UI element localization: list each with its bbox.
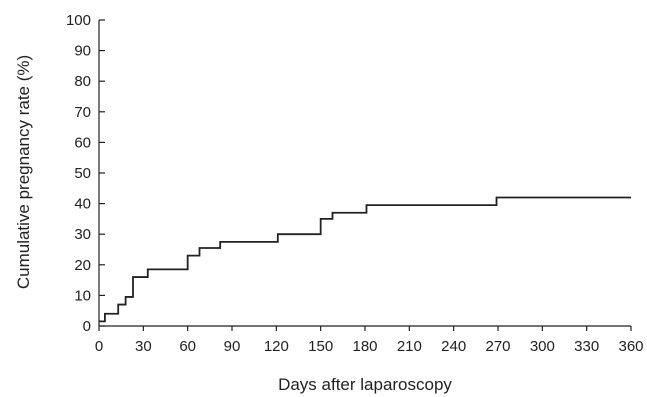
plot-series xyxy=(99,196,631,323)
x-axis-ticks: 0 30 60 90 120 150 180 210 240 270 300 330 360 xyxy=(95,326,644,355)
cumulative-pregnancy-step-line xyxy=(99,196,631,323)
y-axis: 0 10 20 30 40 50 60 70 80 90 100 xyxy=(66,12,105,335)
x-tick-label: 120 xyxy=(264,338,289,355)
x-tick-label: 90 xyxy=(224,338,241,355)
y-tick-label: 50 xyxy=(74,165,91,182)
x-tick-label: 330 xyxy=(574,338,599,355)
x-axis: 0 30 60 90 120 150 180 210 240 270 300 330 360 xyxy=(95,325,644,355)
y-tick-label: 30 xyxy=(74,226,91,243)
x-tick-label: 180 xyxy=(352,338,377,355)
y-tick-label: 20 xyxy=(74,257,91,274)
y-axis-title: Cumulative pregnancy rate (%) xyxy=(14,55,33,289)
y-tick-label: 80 xyxy=(74,73,91,90)
y-axis-ticks: 0 10 20 30 40 50 60 70 80 90 100 xyxy=(66,12,105,335)
x-tick-label: 30 xyxy=(135,338,152,355)
y-tick-label: 40 xyxy=(74,196,91,213)
x-axis-title: Days after laparoscopy xyxy=(278,375,452,394)
x-tick-label: 60 xyxy=(179,338,196,355)
x-tick-label: 240 xyxy=(441,338,466,355)
y-tick-label: 100 xyxy=(66,12,91,29)
y-tick-label: 10 xyxy=(74,287,91,304)
x-tick-label: 210 xyxy=(397,338,422,355)
x-tick-label: 300 xyxy=(530,338,555,355)
y-tick-label: 60 xyxy=(74,134,91,151)
x-tick-label: 360 xyxy=(618,338,643,355)
y-tick-label: 0 xyxy=(83,318,91,335)
x-tick-label: 270 xyxy=(485,338,510,355)
y-tick-label: 70 xyxy=(74,104,91,121)
x-tick-label: 150 xyxy=(308,338,333,355)
y-tick-label: 90 xyxy=(74,43,91,60)
x-tick-label: 0 xyxy=(95,338,103,355)
